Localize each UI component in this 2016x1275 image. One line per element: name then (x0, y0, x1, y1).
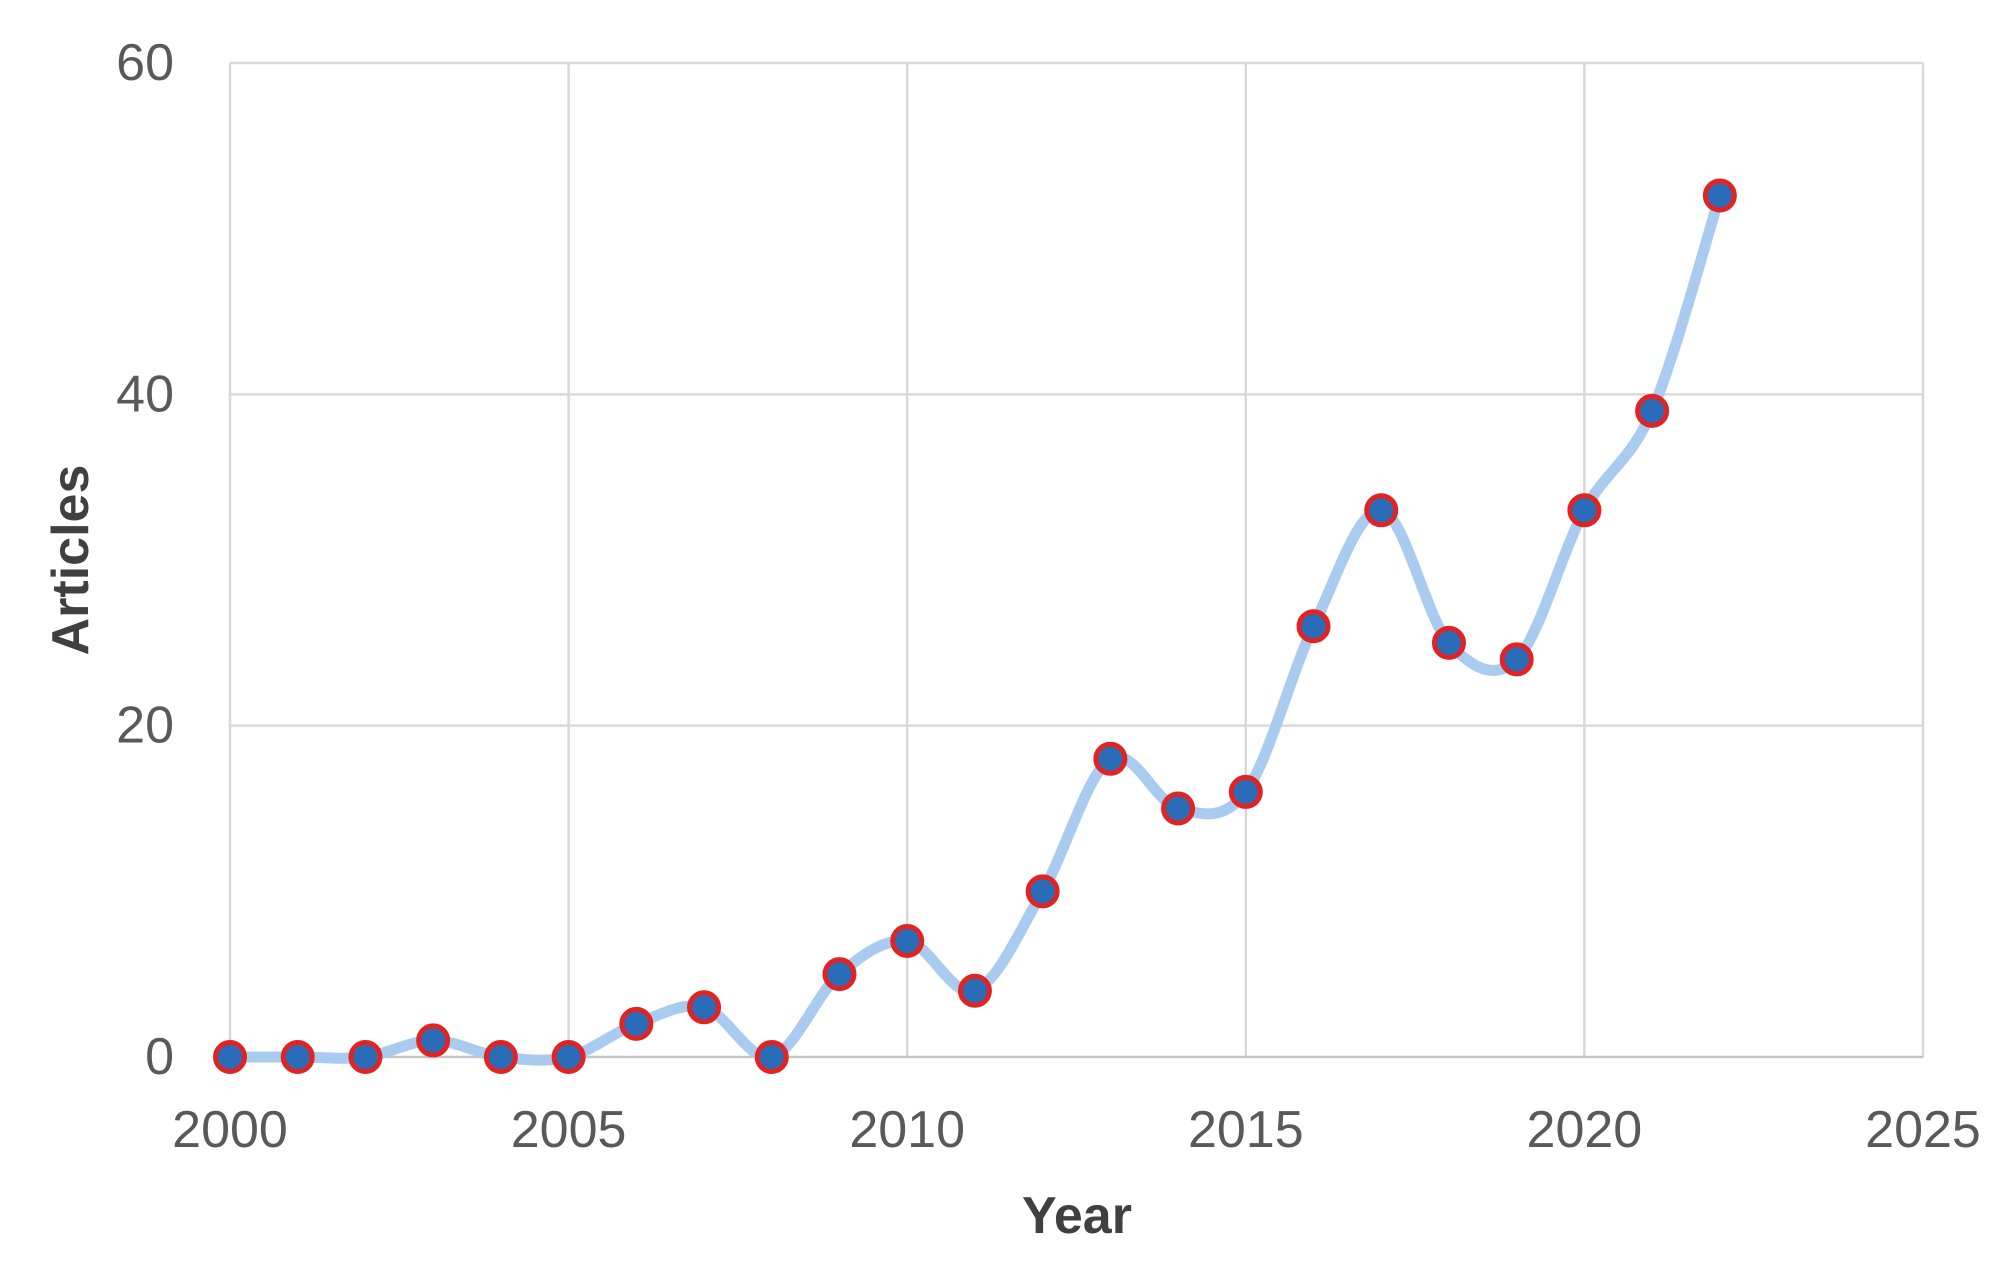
data-point-marker (280, 1040, 315, 1074)
data-point-marker (348, 1040, 383, 1074)
x-tick-label: 2010 (849, 1101, 965, 1159)
data-point-marker (1161, 791, 1196, 826)
data-point-marker (1431, 625, 1466, 660)
data-point-marker (1635, 393, 1670, 428)
data-point-marker (483, 1040, 518, 1074)
y-tick-label: 60 (116, 34, 174, 92)
data-point-marker (1296, 609, 1331, 644)
x-tick-label: 2000 (172, 1101, 288, 1159)
data-point-marker (1364, 493, 1399, 528)
y-tick-label: 20 (116, 697, 174, 755)
data-point-marker (416, 1023, 451, 1058)
data-point-marker (1499, 642, 1534, 677)
data-point-marker (687, 990, 722, 1025)
x-axis-title: Year (1022, 1187, 1132, 1245)
y-tick-label: 40 (116, 365, 174, 423)
x-tick-label: 2020 (1527, 1101, 1643, 1159)
y-axis-title: Articles (42, 464, 100, 656)
data-point-marker (822, 957, 857, 992)
y-tick-label: 0 (145, 1028, 174, 1086)
data-point-marker (754, 1040, 789, 1074)
data-point-marker (551, 1040, 586, 1074)
data-point-marker (957, 973, 992, 1008)
x-tick-label: 2005 (511, 1101, 627, 1159)
x-tick-label: 2015 (1188, 1101, 1304, 1159)
data-point-marker (213, 1040, 247, 1074)
data-point-marker (1093, 741, 1128, 776)
data-point-marker (890, 924, 925, 959)
data-point-marker (1025, 874, 1060, 909)
data-point-marker (1567, 493, 1602, 528)
data-point-marker (1702, 178, 1737, 213)
data-point-marker (1228, 774, 1263, 809)
x-tick-label: 2025 (1865, 1101, 1981, 1159)
trend-line (224, 190, 1726, 1066)
data-point-marker (619, 1006, 654, 1041)
